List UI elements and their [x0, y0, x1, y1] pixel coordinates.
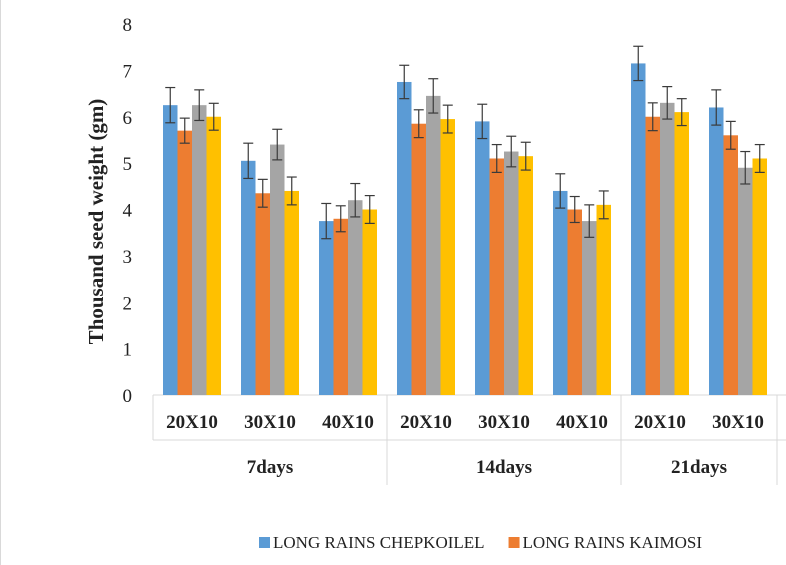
bar — [674, 112, 689, 396]
bar — [582, 221, 597, 395]
y-tick-label: 4 — [123, 201, 133, 222]
bar — [738, 167, 753, 395]
x-category-label: 30X10 — [478, 412, 530, 433]
bar — [270, 144, 285, 395]
x-category-label: 40X10 — [556, 412, 608, 433]
x-category-label: 20X10 — [634, 412, 686, 433]
x-category-label: 30X10 — [244, 412, 296, 433]
bar — [475, 121, 490, 395]
bar — [440, 119, 455, 395]
bar — [397, 81, 412, 395]
bar — [567, 209, 582, 395]
bar — [723, 135, 738, 396]
y-tick-label: 7 — [123, 61, 133, 82]
bar — [596, 204, 611, 395]
x-category-label: 30X10 — [712, 412, 764, 433]
bar — [163, 105, 178, 395]
bar — [645, 116, 660, 395]
chart-frame-edge — [0, 0, 1, 565]
legend-swatch — [259, 537, 270, 548]
bar — [752, 158, 767, 395]
x-group-label: 21days — [671, 457, 727, 478]
bar — [489, 158, 504, 395]
bar — [206, 116, 221, 395]
bar — [284, 190, 299, 395]
bar — [348, 200, 363, 395]
x-group-label: 14days — [476, 457, 532, 478]
legend-label: LONG RAINS CHEPKOILEL — [273, 533, 485, 552]
bar — [241, 160, 256, 395]
y-axis-title: Thousand seed weight (gm) — [84, 99, 108, 345]
bar — [411, 123, 426, 396]
bar — [631, 63, 646, 396]
y-tick-label: 6 — [123, 108, 133, 129]
bar — [518, 156, 533, 395]
y-tick-label: 3 — [123, 247, 133, 268]
bar — [255, 193, 270, 395]
bar — [553, 190, 568, 395]
y-tick-label: 1 — [123, 340, 133, 361]
legend-label: LONG RAINS KAIMOSI — [523, 533, 703, 552]
y-tick-label: 2 — [123, 293, 133, 314]
x-category-label: 40X10 — [322, 412, 374, 433]
y-tick-label: 5 — [123, 154, 133, 175]
y-tick-label: 8 — [123, 15, 133, 36]
bar — [709, 107, 724, 395]
bar — [426, 95, 441, 395]
bar — [333, 218, 348, 395]
y-tick-label: 0 — [123, 386, 133, 407]
bar — [177, 130, 192, 395]
bar — [362, 209, 377, 395]
x-group-label: 7days — [247, 457, 293, 478]
x-category-label: 20X10 — [166, 412, 218, 433]
bar — [504, 151, 519, 395]
legend-swatch — [508, 537, 520, 548]
x-category-label: 20X10 — [400, 412, 452, 433]
bar — [192, 105, 207, 395]
bar — [319, 221, 334, 395]
bar — [660, 102, 675, 395]
